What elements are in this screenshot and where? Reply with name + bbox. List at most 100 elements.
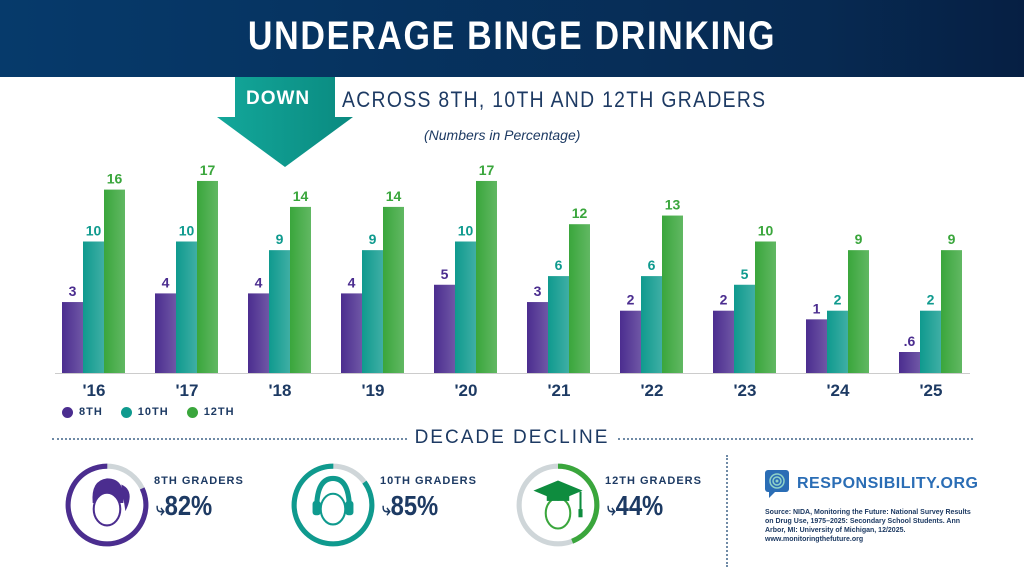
bar-12th-9 (941, 250, 962, 373)
data-label: 9 (948, 231, 956, 247)
down-arrow-icon: ⤷ (156, 499, 165, 519)
legend-item-10th: 10TH (120, 406, 169, 418)
bar-12th-1 (197, 180, 218, 373)
x-tick-label: '19 (362, 381, 385, 400)
bar-12th-7 (755, 241, 776, 373)
data-label: 5 (741, 266, 749, 282)
x-tick-label: '21 (548, 381, 571, 400)
x-tick-label: '25 (920, 381, 943, 400)
x-tick-label: '18 (269, 381, 292, 400)
bar-8th-0 (62, 302, 83, 373)
headphones-face-icon (312, 475, 354, 526)
bar-8th-8 (806, 319, 827, 373)
progress-ring (291, 463, 375, 547)
progress-ring (65, 463, 149, 547)
data-label: 12 (572, 205, 588, 221)
data-label: 6 (555, 257, 563, 273)
bar-8th-4 (434, 284, 455, 373)
decline-percent: ⤷82% (156, 490, 213, 521)
data-label: 2 (627, 292, 635, 308)
x-tick-label: '20 (455, 381, 478, 400)
bar-10th-2 (269, 250, 290, 373)
x-tick-label: '16 (83, 381, 106, 400)
units-note: (Numbers in Percentage) (424, 127, 581, 143)
data-label: .6 (904, 333, 916, 349)
bar-8th-3 (341, 293, 362, 373)
data-label: 17 (200, 162, 216, 178)
bar-8th-1 (155, 293, 176, 373)
data-label: 10 (179, 223, 195, 239)
x-tick-label: '22 (641, 381, 664, 400)
bar-8th-2 (248, 293, 269, 373)
bar-10th-5 (548, 276, 569, 373)
decline-percent: ⤷85% (382, 490, 439, 521)
subtitle: ACROSS 8TH, 10TH AND 12TH GRADERS (342, 87, 767, 112)
divider-right (618, 438, 973, 440)
title-banner (0, 0, 1024, 77)
bar-12th-4 (476, 180, 497, 373)
bar-8th-9 (899, 352, 920, 373)
data-label: 10 (86, 223, 102, 239)
data-label: 9 (276, 231, 284, 247)
legend-item-8th: 8TH (62, 406, 103, 418)
graduate-face-icon (533, 480, 583, 530)
divider-left (52, 438, 407, 440)
bar-12th-8 (848, 250, 869, 373)
bar-8th-7 (713, 310, 734, 373)
bar-10th-8 (827, 310, 848, 373)
bar-12th-6 (662, 215, 683, 373)
bar-10th-4 (455, 241, 476, 373)
bar-8th-5 (527, 302, 548, 373)
logo-text: RESPONSIBILITY.ORG (797, 475, 979, 492)
data-label: 10 (758, 223, 774, 239)
data-label: 9 (369, 231, 377, 247)
grade-label: 12TH GRADERS (605, 475, 702, 487)
bar-8th-6 (620, 310, 641, 373)
data-label: 3 (534, 283, 542, 299)
bar-12th-0 (104, 189, 125, 373)
data-label: 5 (441, 266, 449, 282)
bar-10th-6 (641, 276, 662, 373)
bar-10th-0 (83, 241, 104, 373)
down-arrow-icon (217, 77, 353, 167)
data-label: 3 (69, 283, 77, 299)
data-label: 6 (648, 257, 656, 273)
data-label: 2 (720, 292, 728, 308)
bar-12th-3 (383, 206, 404, 373)
data-label: 14 (293, 188, 309, 204)
grade-label: 10TH GRADERS (380, 475, 477, 487)
bar-chart: 31016'1641017'174914'184914'1951017'2036… (55, 162, 970, 400)
girl-face-icon (92, 478, 130, 527)
source-citation: Source: NIDA, Monitoring the Future: Nat… (765, 509, 971, 543)
bar-10th-3 (362, 250, 383, 373)
x-tick-label: '23 (734, 381, 757, 400)
data-label: 2 (927, 292, 935, 308)
decade-decline-title: DECADE DECLINE (414, 427, 610, 448)
page-title: UNDERAGE BINGE DRINKING (247, 14, 777, 58)
data-label: 16 (107, 171, 123, 187)
data-label: 4 (348, 274, 356, 290)
bar-10th-9 (920, 310, 941, 373)
vertical-divider (726, 455, 728, 567)
data-label: 1 (813, 300, 821, 316)
down-label: DOWN (246, 88, 311, 109)
data-label: 10 (458, 223, 474, 239)
bar-12th-5 (569, 224, 590, 373)
bar-12th-2 (290, 206, 311, 373)
bar-10th-1 (176, 241, 197, 373)
responsibility-logo: RESPONSIBILITY.ORG (765, 470, 978, 498)
x-tick-label: '17 (176, 381, 199, 400)
logo-icon (765, 470, 789, 498)
decline-percent: ⤷44% (607, 490, 664, 521)
data-label: 14 (386, 188, 402, 204)
data-label: 13 (665, 197, 681, 213)
x-tick-label: '24 (827, 381, 850, 400)
bar-10th-7 (734, 284, 755, 373)
data-label: 4 (162, 274, 170, 290)
down-arrow-icon: ⤷ (382, 499, 391, 519)
progress-ring (516, 463, 600, 547)
data-label: 17 (479, 162, 495, 178)
data-label: 9 (855, 231, 863, 247)
grade-label: 8TH GRADERS (154, 475, 244, 487)
legend: 8TH 10TH 12TH (62, 406, 235, 418)
